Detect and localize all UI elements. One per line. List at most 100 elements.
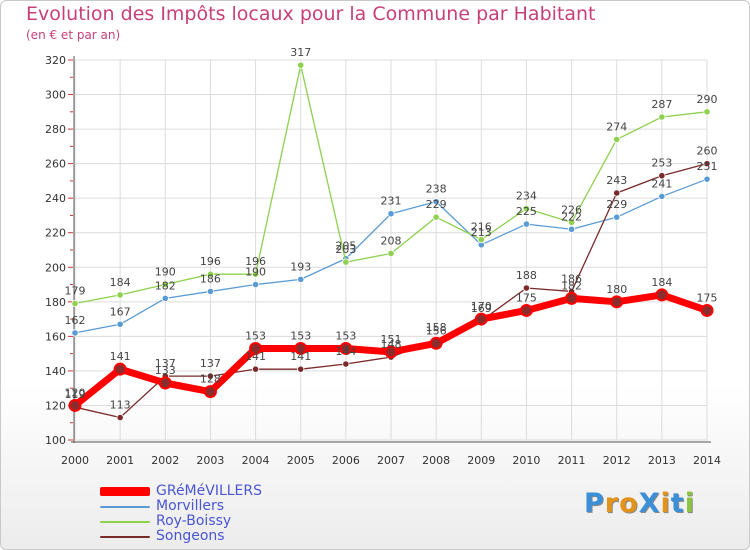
x-tick-label: 2006 [332, 454, 360, 467]
legend-label: GRéMéVILLERS [156, 483, 263, 499]
data-label: 128 [200, 373, 221, 386]
data-point [297, 275, 305, 283]
data-label: 141 [110, 350, 131, 363]
data-label: 153 [245, 329, 266, 342]
data-label: 287 [651, 98, 672, 111]
data-label: 290 [697, 93, 718, 106]
data-point [297, 61, 305, 69]
series-lines [68, 61, 714, 422]
data-point [294, 341, 308, 355]
data-point [339, 341, 353, 355]
data-point [565, 291, 579, 305]
data-point [68, 398, 82, 412]
data-point [700, 303, 714, 317]
proxiti-logo: ProXiti [584, 488, 695, 519]
data-label: 229 [426, 198, 447, 211]
legend-swatch [100, 521, 150, 523]
data-point [251, 365, 260, 373]
data-label: 205 [335, 240, 356, 253]
data-label: 113 [110, 399, 131, 412]
chart-title: Evolution des Impôts locaux pour la Comm… [26, 3, 596, 25]
data-point [161, 280, 169, 289]
data-label: 208 [381, 234, 402, 247]
data-label: 260 [697, 145, 718, 158]
x-tick-label: 2001 [106, 454, 134, 467]
data-label: 196 [200, 255, 221, 268]
x-tick-label: 2005 [287, 454, 315, 467]
x-tick-label: 2007 [377, 454, 405, 467]
legend-swatch [100, 487, 150, 496]
data-label: 180 [606, 283, 627, 296]
data-point [342, 258, 350, 266]
data-label: 141 [290, 350, 311, 363]
data-label: 238 [426, 183, 447, 196]
data-point [567, 218, 576, 226]
data-label: 190 [245, 266, 266, 279]
data-point [519, 303, 533, 317]
x-tick-label: 2012 [603, 454, 631, 467]
data-label: 234 [516, 190, 537, 203]
data-point [71, 329, 79, 337]
data-point [158, 376, 172, 390]
data-label: 175 [516, 291, 537, 304]
data-label: 119 [65, 388, 86, 401]
data-point [203, 385, 217, 399]
data-point [116, 320, 124, 328]
y-tick-label: 240 [45, 192, 66, 205]
data-label: 186 [561, 272, 582, 285]
y-tick-labels: 100 120 140 160 180 200 220 240 260 280 300 320 [45, 54, 66, 447]
x-tick-label: 2002 [151, 454, 179, 467]
y-tick-label: 120 [45, 399, 66, 412]
y-tick-label: 200 [45, 261, 66, 274]
x-tick-label: 2013 [648, 454, 676, 467]
data-label: 162 [65, 314, 86, 327]
data-label: 241 [651, 177, 672, 190]
data-label: 151 [381, 333, 402, 346]
x-tick-label: 2000 [61, 454, 89, 467]
data-point [206, 372, 215, 380]
x-tick-label: 2011 [558, 454, 586, 467]
legend-item: Songeons [100, 528, 360, 544]
data-label: 153 [335, 329, 356, 342]
data-point [161, 294, 169, 302]
data-point [474, 312, 488, 326]
data-point [567, 225, 576, 233]
legend-swatch [100, 506, 150, 508]
y-tick-label: 220 [45, 227, 66, 240]
data-label: 274 [606, 120, 627, 133]
data-label: 184 [110, 276, 131, 289]
data-label: 317 [290, 46, 311, 59]
data-point [387, 210, 395, 218]
data-label: 137 [200, 357, 221, 370]
data-label: 193 [290, 260, 311, 273]
data-point [658, 192, 666, 201]
data-point [384, 345, 398, 359]
data-label: 167 [110, 305, 131, 318]
legend-item: Morvillers [100, 498, 360, 514]
data-label: 153 [290, 329, 311, 342]
x-tick-label: 2009 [467, 454, 495, 467]
y-tick-label: 160 [45, 330, 66, 343]
data-point [116, 291, 124, 299]
legend-item: Roy-Boissy [100, 513, 360, 529]
data-label: 188 [516, 269, 537, 282]
data-label: 253 [651, 157, 672, 170]
data-label: 120 [65, 386, 86, 399]
data-point [249, 341, 263, 355]
x-tick-label: 2010 [512, 454, 540, 467]
data-point [113, 362, 127, 376]
data-point [658, 113, 666, 121]
data-label: 196 [245, 255, 266, 268]
data-point [655, 288, 669, 302]
data-label: 137 [155, 357, 176, 370]
data-label: 148 [381, 338, 402, 351]
data-point [116, 413, 124, 422]
data-label: 144 [335, 345, 356, 358]
data-label: 251 [697, 160, 718, 173]
y-tick-label: 180 [45, 296, 66, 309]
data-point [387, 249, 395, 258]
data-point [477, 236, 485, 244]
data-point [703, 160, 711, 168]
data-point [432, 213, 440, 221]
